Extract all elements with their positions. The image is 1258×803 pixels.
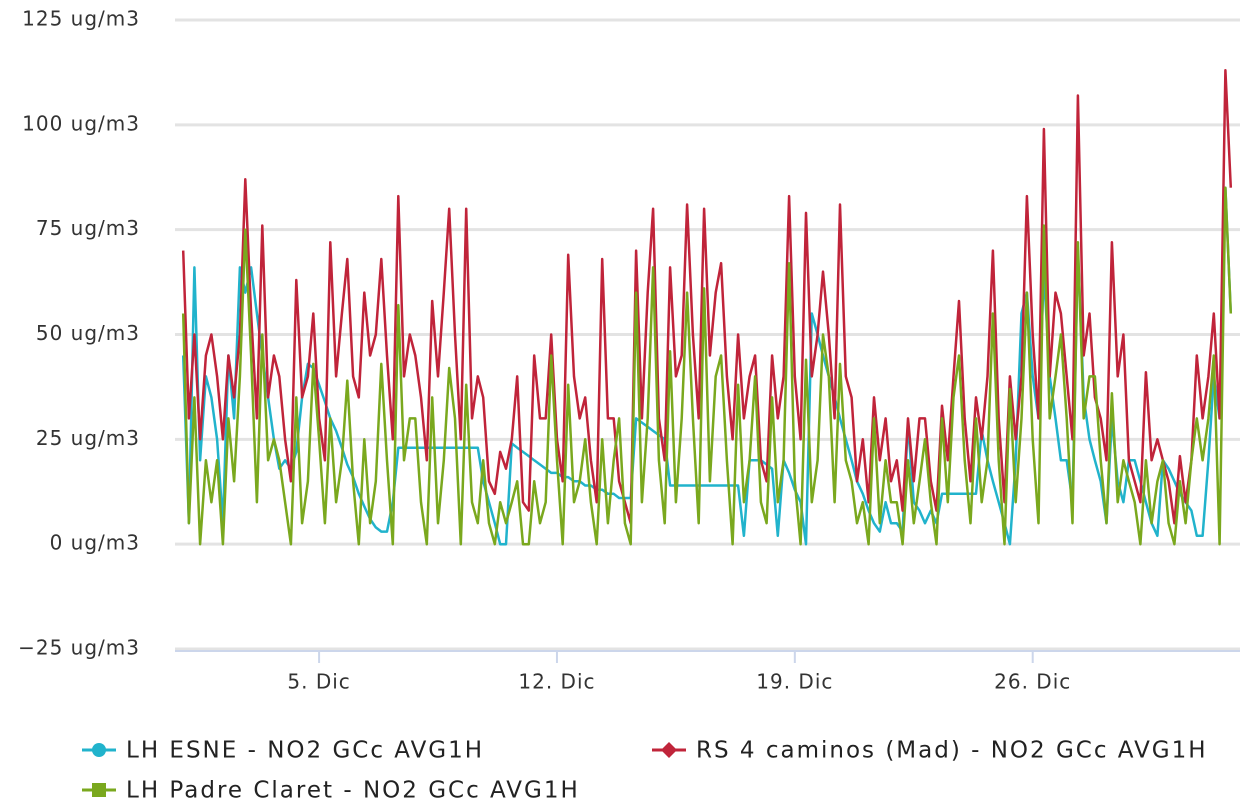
x-tick-label: 26. Dic [994,670,1071,694]
legend-label: LH ESNE - NO2 GCc AVG1H [126,738,484,764]
legend-item[interactable]: RS 4 caminos (Mad) - NO2 GCc AVG1H [652,738,1208,764]
y-tick-label: 125 ug/m3 [22,7,140,31]
legend-label: RS 4 caminos (Mad) - NO2 GCc AVG1H [696,738,1208,764]
series-line [181,186,1233,546]
y-tick-label: 50 ug/m3 [36,321,140,345]
legend-item[interactable]: LH ESNE - NO2 GCc AVG1H [82,738,484,764]
legend-item[interactable]: LH Padre Claret - NO2 GCc AVG1H [82,778,580,803]
legend-marker [92,783,106,797]
series-line [181,186,1233,546]
legend-marker [661,742,677,758]
x-tick-label: 12. Dic [518,670,595,694]
y-tick-label: 75 ug/m3 [36,216,140,240]
legend-label: LH Padre Claret - NO2 GCc AVG1H [126,778,580,803]
x-tick-label: 19. Dic [756,670,833,694]
legend-marker [92,743,106,757]
y-tick-label: −25 ug/m3 [18,636,140,660]
y-tick-label: 0 ug/m3 [50,531,140,555]
series-line [181,69,1233,525]
y-tick-label: 25 ug/m3 [36,426,140,450]
y-tick-label: 100 ug/m3 [22,111,140,135]
x-tick-label: 5. Dic [287,670,350,694]
